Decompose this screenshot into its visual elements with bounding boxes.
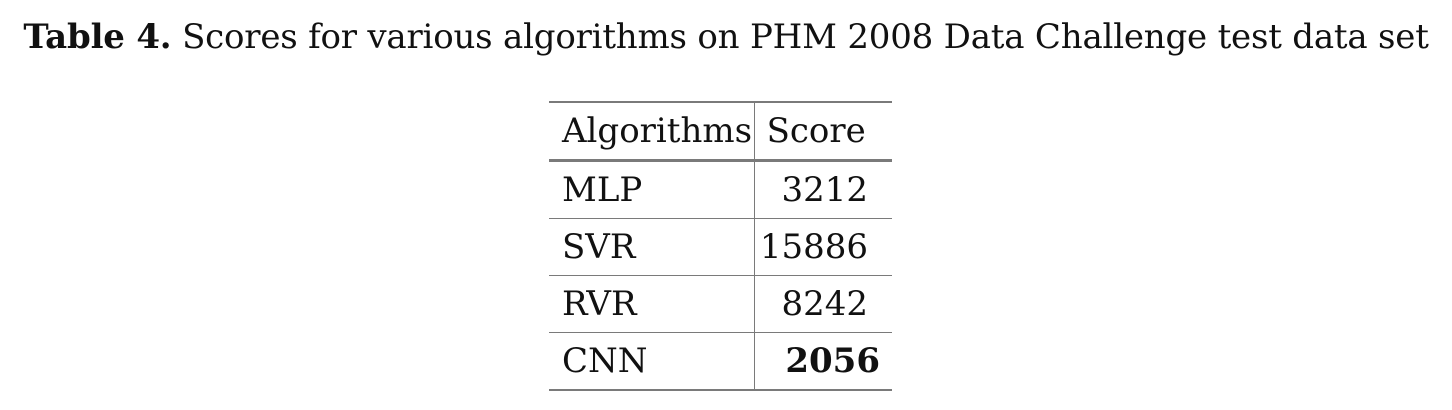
algorithm-cell: MLP [549,160,755,219]
table-row: RVR 8242 [549,275,892,333]
table-caption: Table 4. Scores for various algorithms o… [0,14,1452,60]
score-cell: 3212 [754,160,892,219]
best-score-cell: 2056 [754,332,892,391]
header-score: Score [754,101,892,162]
algorithm-cell: RVR [549,275,755,333]
table-row: CNN 2056 [549,332,892,391]
table-header-row: Algorithms Score [549,101,892,162]
scores-table: Algorithms Score MLP 3212 SVR 15886 RVR … [549,101,892,391]
table-row: SVR 15886 [549,218,892,276]
table-row: MLP 3212 [549,160,892,219]
algorithm-cell: SVR [549,218,755,276]
caption-text: Scores for various algorithms on PHM 200… [182,17,1429,57]
algorithm-cell: CNN [549,332,755,391]
caption-label: Table 4. [23,17,172,57]
score-cell: 8242 [754,275,892,333]
score-cell: 15886 [754,218,892,276]
header-algorithms: Algorithms [549,101,755,162]
